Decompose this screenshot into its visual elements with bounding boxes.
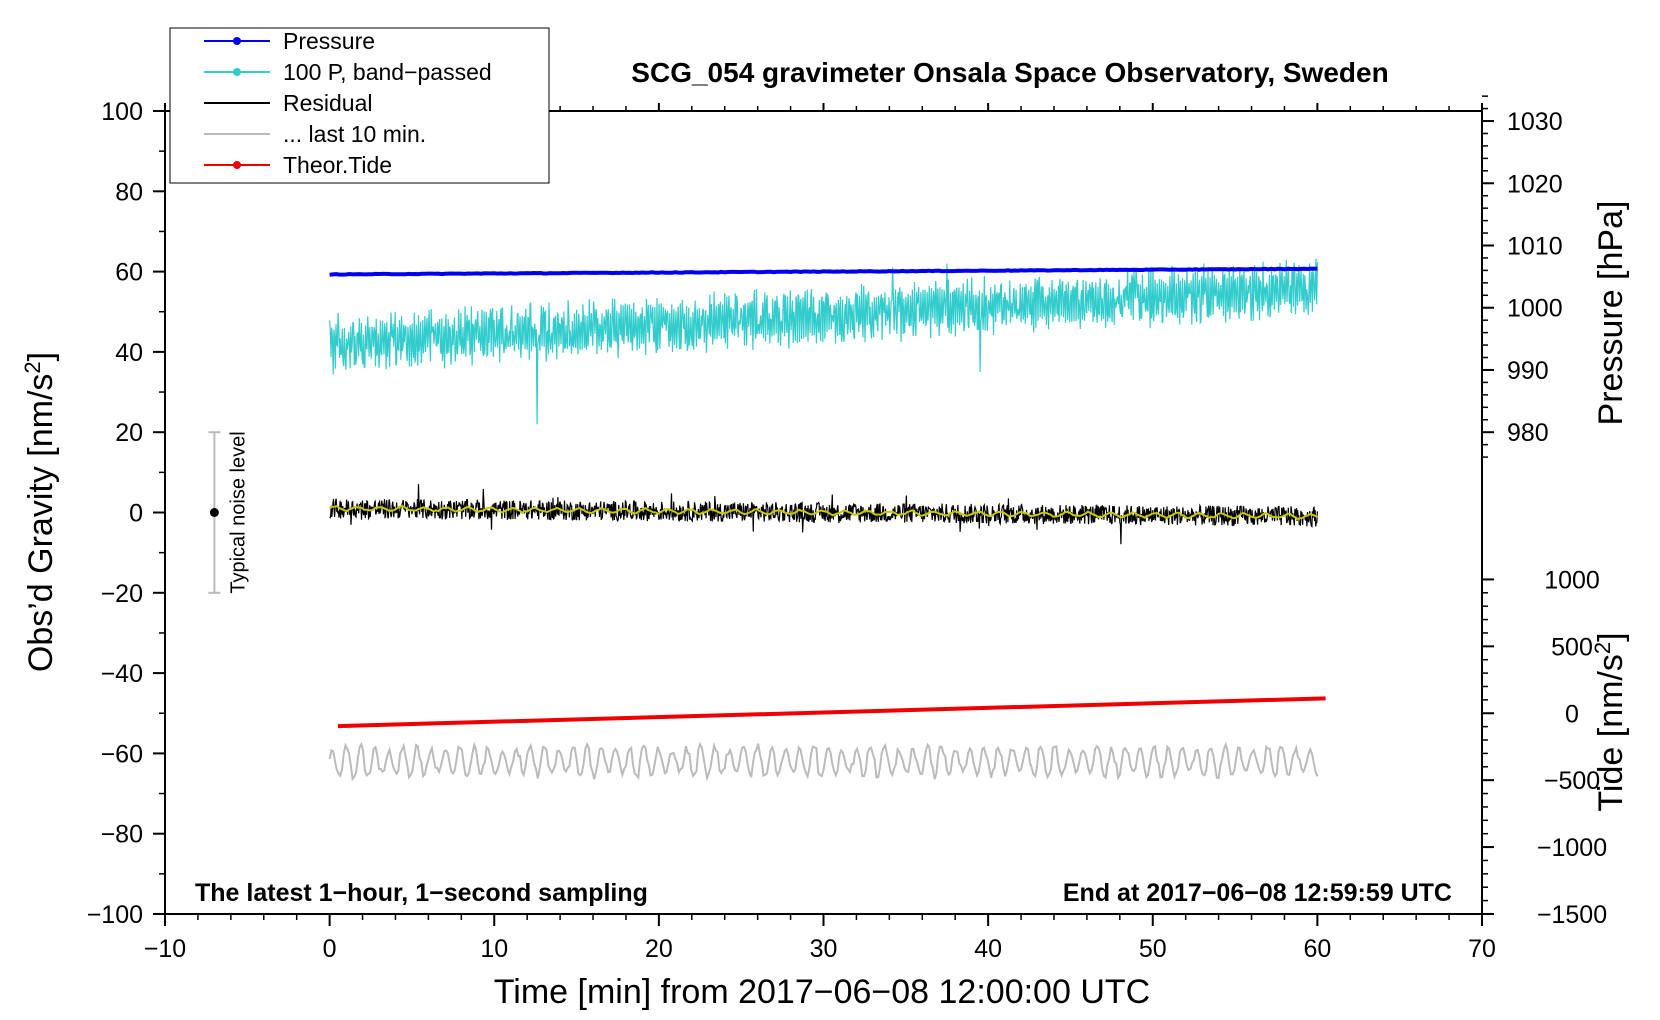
tide-tick-label: −1000 [1537, 834, 1607, 862]
y-tick-label: −20 [101, 580, 143, 608]
noise-label: Typical noise level [227, 431, 249, 593]
y-axis-tide-label: Tide [nm/s2] [1590, 632, 1631, 811]
tide-tick-label: −500 [1544, 767, 1600, 795]
x-tick-label: 50 [1139, 935, 1167, 963]
y-tick-label: 80 [115, 178, 143, 206]
y-axis-pressure-label: Pressure [hPa] [1592, 201, 1630, 426]
x-axis-label: Time [min] from 2017−06−08 12:00:00 UTC [494, 973, 1150, 1011]
y-tick-label: −60 [101, 740, 143, 768]
annotation-right: End at 2017−06−08 12:59:59 UTC [1063, 879, 1452, 907]
y-tick-label: 20 [115, 419, 143, 447]
legend-marker [233, 161, 241, 169]
legend: Pressure 100 P, band−passed Residual ... la… [169, 27, 550, 184]
y-tick-label: 60 [115, 259, 143, 287]
legend-label: Pressure [283, 28, 375, 54]
series-band-passed [329, 258, 1318, 425]
y-tick-label: −80 [101, 821, 143, 849]
y-axis-left-label-sup: 2 [20, 361, 45, 373]
y-axis-pressure: 980 990 1000 1010 1020 1030 [1482, 95, 1563, 458]
legend-label: Residual [283, 90, 373, 116]
x-axis: −10 0 10 20 30 40 50 60 70 [144, 103, 1496, 963]
x-tick-label: −10 [144, 935, 186, 963]
chart-title: SCG_054 gravimeter Onsala Space Observat… [631, 57, 1388, 88]
series-layer [328, 258, 1326, 782]
series-residual [329, 484, 1318, 545]
series-last-10-min [328, 741, 1319, 782]
legend-marker [233, 68, 241, 76]
tide-tick-label: 0 [1565, 700, 1579, 728]
pressure-tick-label: 1020 [1507, 170, 1563, 198]
tide-tick-label: −1500 [1537, 901, 1607, 929]
y-axis-left-label-tail: ] [22, 352, 60, 361]
pressure-tick-label: 990 [1507, 357, 1549, 385]
tide-tick-label: 1000 [1544, 566, 1600, 594]
legend-marker [233, 37, 241, 45]
x-tick-label: 10 [480, 935, 508, 963]
pressure-tick-label: 1010 [1507, 233, 1563, 261]
y-tick-label: 40 [115, 339, 143, 367]
pressure-tick-label: 1030 [1507, 108, 1563, 136]
pressure-tick-label: 980 [1507, 419, 1549, 447]
x-tick-label: 60 [1303, 935, 1331, 963]
legend-label: 100 P, band−passed [283, 59, 492, 85]
x-tick-label: 40 [974, 935, 1002, 963]
y-tick-label: −40 [101, 660, 143, 688]
y-axis-tide-label-tail: ] [1592, 632, 1630, 641]
y-axis-left: −100 −80 −60 −40 −20 0 20 40 60 80 100 [87, 98, 165, 929]
x-tick-label: 20 [645, 935, 673, 963]
tide-tick-label: 500 [1551, 633, 1593, 661]
y-axis-tide-label-main: Tide [nm/s [1592, 654, 1630, 811]
pressure-tick-label: 1000 [1507, 295, 1563, 323]
legend-label: ... last 10 min. [283, 121, 426, 147]
noise-center-dot [209, 508, 219, 517]
y-tick-label: −100 [87, 901, 143, 929]
x-tick-label: 30 [810, 935, 838, 963]
y-axis-left-label-main: Obs’d Gravity [nm/s [22, 374, 60, 673]
series-pressure [329, 266, 1318, 277]
x-tick-label: 70 [1468, 935, 1496, 963]
y-axis-tide-label-sup: 2 [1590, 642, 1615, 654]
annotation-left: The latest 1−hour, 1−second sampling [195, 879, 648, 907]
noise-indicator: Typical noise level [208, 431, 249, 594]
x-tick-label: 0 [323, 935, 337, 963]
y-tick-label: 100 [101, 98, 143, 126]
y-tick-label: 0 [129, 500, 143, 528]
series-residual-smoothed [329, 505, 1318, 521]
y-axis-left-label: Obs’d Gravity [nm/s2] [20, 352, 61, 672]
legend-box [169, 27, 550, 184]
legend-label: Theor.Tide [283, 152, 392, 178]
series-theor-tide [337, 696, 1326, 729]
y-axis-tide: −1500 −1000 −500 0 500 1000 [1482, 566, 1607, 929]
